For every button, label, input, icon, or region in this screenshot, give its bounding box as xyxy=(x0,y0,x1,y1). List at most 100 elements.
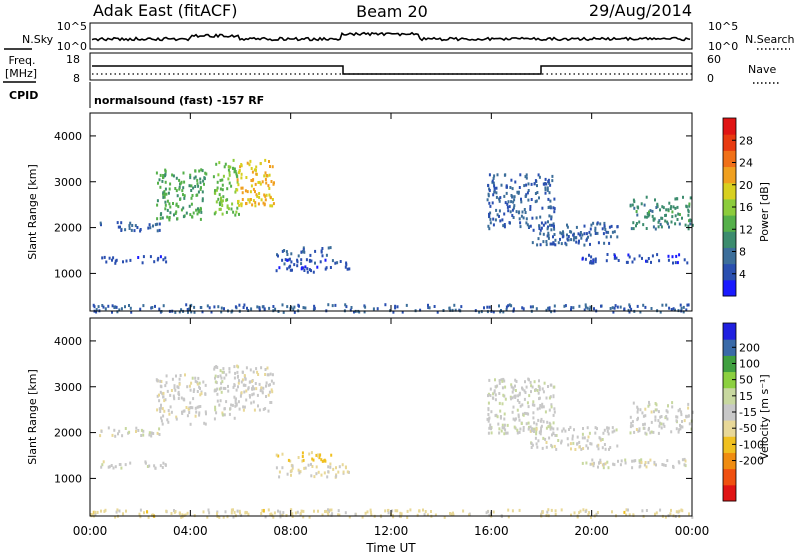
echo-cell xyxy=(111,310,113,314)
echo-cell xyxy=(507,515,510,519)
echo-cell xyxy=(491,201,494,205)
echo-cell xyxy=(251,393,254,397)
echo-cell xyxy=(688,219,690,223)
echo-cell xyxy=(519,427,522,431)
echo-cell xyxy=(278,266,281,270)
echo-cell xyxy=(346,267,349,271)
echo-cell xyxy=(513,204,516,208)
echo-cell xyxy=(327,465,330,469)
echo-cell xyxy=(550,426,553,430)
echo-cell xyxy=(502,393,505,397)
echo-cell xyxy=(111,304,114,308)
colorbar-segment xyxy=(723,134,736,151)
echo-cell xyxy=(493,190,496,194)
echo-cell xyxy=(196,182,199,186)
echo-cell xyxy=(158,407,161,411)
echo-cell xyxy=(154,466,157,470)
echo-cell xyxy=(646,212,649,215)
echo-cell xyxy=(657,419,660,423)
echo-cell xyxy=(300,262,303,266)
echo-cell xyxy=(550,443,553,447)
echo-cell xyxy=(186,511,189,515)
echo-cell xyxy=(214,389,217,392)
echo-cell xyxy=(523,397,526,401)
echo-cell xyxy=(236,188,239,192)
echo-cell xyxy=(167,420,170,424)
echo-cell xyxy=(594,229,597,232)
echo-cell xyxy=(578,511,581,515)
echo-cell xyxy=(158,393,160,397)
echo-cell xyxy=(198,169,201,173)
echo-cell xyxy=(198,210,200,214)
echo-cell xyxy=(591,462,594,466)
echo-cell xyxy=(631,260,634,264)
echo-cell xyxy=(579,509,582,513)
echo-cell xyxy=(505,305,508,309)
echo-cell xyxy=(653,460,656,464)
echo-cell xyxy=(514,180,517,184)
echo-cell xyxy=(264,373,267,376)
echo-cell xyxy=(93,305,96,309)
echo-cell xyxy=(196,212,199,216)
echo-cell xyxy=(536,445,539,449)
x-tick-label: 12:00 xyxy=(374,524,409,538)
echo-cell xyxy=(687,224,690,228)
echo-cell xyxy=(114,259,117,263)
echo-cell xyxy=(535,307,538,311)
echo-cell xyxy=(590,223,593,227)
echo-cell xyxy=(658,219,661,223)
echo-cell xyxy=(161,466,164,469)
echo-cell xyxy=(189,401,192,405)
noise-ytick-bottom: 10^0 xyxy=(57,40,87,53)
echo-cell xyxy=(196,405,199,409)
echo-cell xyxy=(217,375,220,379)
echo-cell xyxy=(653,462,656,466)
echo-cell xyxy=(221,188,224,192)
noise-search-label: N.Search xyxy=(745,33,795,46)
echo-cell xyxy=(167,191,170,195)
echo-cell xyxy=(278,475,281,479)
echo-cell xyxy=(629,431,632,435)
y-tick-label: 4000 xyxy=(54,335,82,348)
echo-cell xyxy=(136,226,139,229)
echo-cell xyxy=(156,222,159,226)
echo-cell xyxy=(542,436,545,440)
echo-cell xyxy=(113,306,116,309)
echo-cell xyxy=(260,198,263,202)
echo-cell xyxy=(511,390,514,394)
echo-cell xyxy=(219,207,222,211)
echo-cell xyxy=(242,306,245,309)
echo-cell xyxy=(553,444,556,448)
colorbar-segment xyxy=(723,420,736,437)
echo-cell xyxy=(590,255,593,259)
echo-cell xyxy=(644,215,647,219)
echo-cell xyxy=(283,262,286,266)
echo-cell xyxy=(599,461,602,464)
echo-cell xyxy=(242,408,245,412)
echo-cell xyxy=(264,198,267,202)
echo-cell xyxy=(269,196,272,200)
echo-cell xyxy=(289,459,292,463)
echo-cell xyxy=(566,437,569,441)
echo-cell xyxy=(492,223,495,227)
echo-cell xyxy=(525,176,528,180)
echo-cell xyxy=(644,407,647,411)
echo-cell xyxy=(204,171,207,175)
echo-cell xyxy=(326,511,329,515)
echo-cell xyxy=(223,376,226,380)
echo-cell xyxy=(422,508,424,512)
echo-cell xyxy=(529,305,532,309)
echo-cell xyxy=(149,226,152,230)
echo-cell xyxy=(125,259,128,263)
echo-cell xyxy=(95,308,98,312)
echo-cell xyxy=(516,190,519,194)
echo-cell xyxy=(236,178,239,182)
echo-cell xyxy=(519,225,522,229)
echo-cell xyxy=(321,254,324,258)
echo-cell xyxy=(194,406,197,410)
echo-cell xyxy=(267,409,270,413)
echo-cell xyxy=(606,429,609,433)
echo-cell xyxy=(509,395,512,399)
echo-cell xyxy=(302,249,305,253)
echo-cell xyxy=(223,307,225,311)
